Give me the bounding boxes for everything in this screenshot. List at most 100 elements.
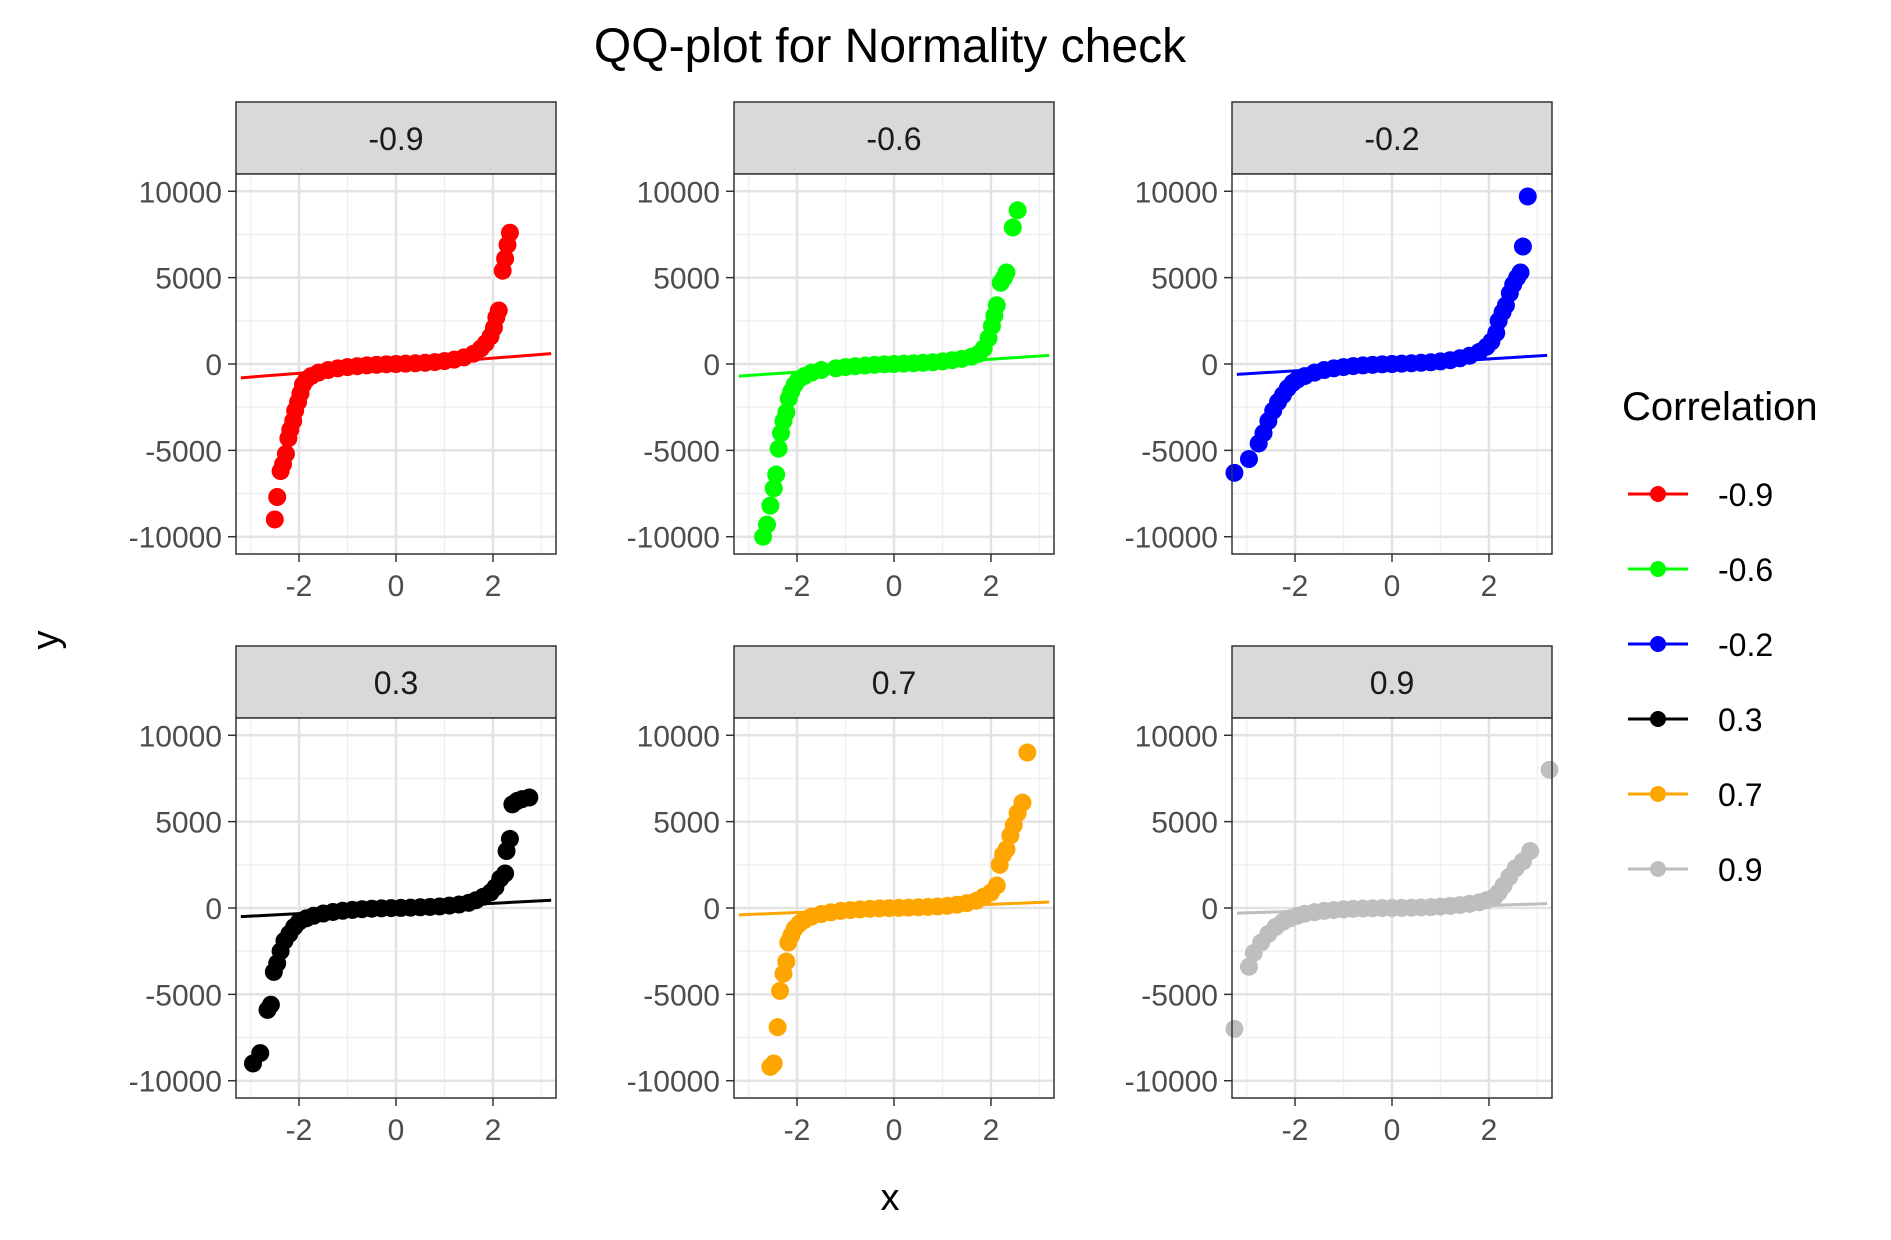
qq-point bbox=[1518, 187, 1537, 206]
qq-point bbox=[500, 223, 519, 242]
x-tick-label: 0 bbox=[388, 1114, 405, 1147]
y-tick-label: 10000 bbox=[637, 720, 720, 753]
y-tick-label: 0 bbox=[205, 349, 222, 382]
x-tick-label: 2 bbox=[1481, 570, 1498, 603]
facet-panels: -0.9 10000 5000 0 -5000 -10000 -2 0 2 -0.6 10000 50… bbox=[129, 101, 1559, 1147]
qq-point bbox=[771, 981, 790, 1000]
qq-point bbox=[764, 479, 783, 498]
facet-panel: -0.2 10000 5000 0 -5000 -10000 -2 0 2 bbox=[1125, 101, 1553, 603]
legend-label: 0.7 bbox=[1718, 777, 1762, 813]
qq-point bbox=[261, 995, 280, 1014]
y-tick-label: -5000 bbox=[1141, 979, 1218, 1012]
qq-point bbox=[500, 829, 519, 848]
qq-point bbox=[1239, 957, 1258, 976]
legend-key-point bbox=[1650, 786, 1666, 802]
y-tick-label: -5000 bbox=[643, 979, 720, 1012]
chart-title: QQ-plot for Normality check bbox=[594, 20, 1187, 73]
x-tick-label: 2 bbox=[983, 1114, 1000, 1147]
y-tick-label: 5000 bbox=[155, 807, 222, 840]
legend-key-point bbox=[1650, 561, 1666, 577]
qq-point bbox=[1511, 263, 1530, 282]
legend-label: -0.9 bbox=[1718, 477, 1773, 513]
y-axis-label: y bbox=[25, 631, 67, 650]
facet-strip-label: 0.9 bbox=[1370, 665, 1414, 701]
qq-point bbox=[987, 876, 1006, 895]
y-tick-label: 0 bbox=[1201, 893, 1218, 926]
facet-panel: -0.9 10000 5000 0 -5000 -10000 -2 0 2 bbox=[129, 101, 557, 603]
facet-strip-label: 0.3 bbox=[374, 665, 418, 701]
legend-label: -0.2 bbox=[1718, 627, 1773, 663]
legend-key-point bbox=[1650, 861, 1666, 877]
facet-strip-label: 0.7 bbox=[872, 665, 916, 701]
facet-strip-label: -0.2 bbox=[1364, 121, 1419, 157]
y-tick-label: -10000 bbox=[627, 1066, 720, 1099]
y-tick-label: -5000 bbox=[145, 435, 222, 468]
qq-point bbox=[1513, 237, 1532, 256]
x-tick-label: 2 bbox=[983, 570, 1000, 603]
x-tick-label: 0 bbox=[886, 570, 903, 603]
legend-title: Correlation bbox=[1622, 385, 1818, 429]
qq-point bbox=[489, 301, 508, 320]
legend-label: 0.9 bbox=[1718, 852, 1762, 888]
x-tick-label: 0 bbox=[886, 1114, 903, 1147]
facet-panel: 0.3 10000 5000 0 -5000 -10000 -2 0 2 bbox=[129, 645, 557, 1147]
y-tick-label: 0 bbox=[703, 349, 720, 382]
qq-point bbox=[496, 864, 515, 883]
qq-point bbox=[276, 444, 295, 463]
y-tick-label: -5000 bbox=[643, 435, 720, 468]
qq-point bbox=[265, 510, 284, 529]
legend-key-point bbox=[1650, 711, 1666, 727]
qq-point bbox=[812, 361, 831, 380]
qq-point bbox=[251, 1044, 270, 1063]
x-tick-label: -2 bbox=[784, 1114, 811, 1147]
y-tick-label: 5000 bbox=[653, 807, 720, 840]
qq-point bbox=[764, 1054, 783, 1073]
qq-point bbox=[1225, 1019, 1244, 1038]
x-tick-label: -2 bbox=[1282, 570, 1309, 603]
qq-point bbox=[1008, 201, 1027, 220]
qq-point bbox=[767, 465, 786, 484]
x-tick-label: -2 bbox=[286, 1114, 313, 1147]
legend-entry: -0.2 bbox=[1628, 627, 1773, 663]
y-tick-label: 10000 bbox=[1135, 176, 1218, 209]
facet-strip-label: -0.9 bbox=[368, 121, 423, 157]
x-tick-label: 0 bbox=[1384, 570, 1401, 603]
facet-strip-label: -0.6 bbox=[866, 121, 921, 157]
y-tick-label: 0 bbox=[1201, 349, 1218, 382]
facet-panel: 0.9 10000 5000 0 -5000 -10000 -2 0 2 bbox=[1125, 645, 1559, 1147]
qq-point bbox=[769, 439, 788, 458]
qq-point bbox=[1521, 842, 1540, 860]
facet-strip bbox=[1231, 645, 1553, 719]
legend-label: -0.6 bbox=[1718, 552, 1773, 588]
legend-key-point bbox=[1650, 636, 1666, 652]
y-tick-label: 10000 bbox=[1135, 720, 1218, 753]
y-tick-label: 0 bbox=[205, 893, 222, 926]
y-tick-label: 10000 bbox=[139, 720, 222, 753]
facet-panel: 0.7 10000 5000 0 -5000 -10000 -2 0 2 bbox=[627, 645, 1055, 1147]
x-tick-label: -2 bbox=[286, 570, 313, 603]
legend-entry: 0.9 bbox=[1628, 852, 1762, 888]
qq-point bbox=[777, 403, 796, 422]
x-tick-label: 0 bbox=[388, 570, 405, 603]
y-tick-label: -10000 bbox=[129, 1066, 222, 1099]
y-tick-label: 5000 bbox=[155, 263, 222, 296]
qq-point bbox=[777, 952, 796, 971]
x-tick-label: 0 bbox=[1384, 1114, 1401, 1147]
y-tick-label: 5000 bbox=[1151, 807, 1218, 840]
qq-point bbox=[768, 1018, 787, 1037]
facet-strip bbox=[733, 101, 1055, 175]
y-tick-label: -10000 bbox=[129, 522, 222, 555]
y-tick-label: -10000 bbox=[627, 522, 720, 555]
qq-point bbox=[1018, 743, 1037, 762]
y-tick-label: 5000 bbox=[1151, 263, 1218, 296]
y-tick-label: -10000 bbox=[1125, 522, 1218, 555]
qq-point bbox=[987, 296, 1006, 315]
qq-point bbox=[761, 496, 780, 515]
qq-point bbox=[757, 515, 776, 534]
x-tick-label: 2 bbox=[1481, 1114, 1498, 1147]
y-tick-label: 10000 bbox=[139, 176, 222, 209]
qq-point bbox=[520, 788, 539, 807]
qq-point bbox=[1540, 760, 1559, 779]
qq-point bbox=[1239, 450, 1258, 468]
